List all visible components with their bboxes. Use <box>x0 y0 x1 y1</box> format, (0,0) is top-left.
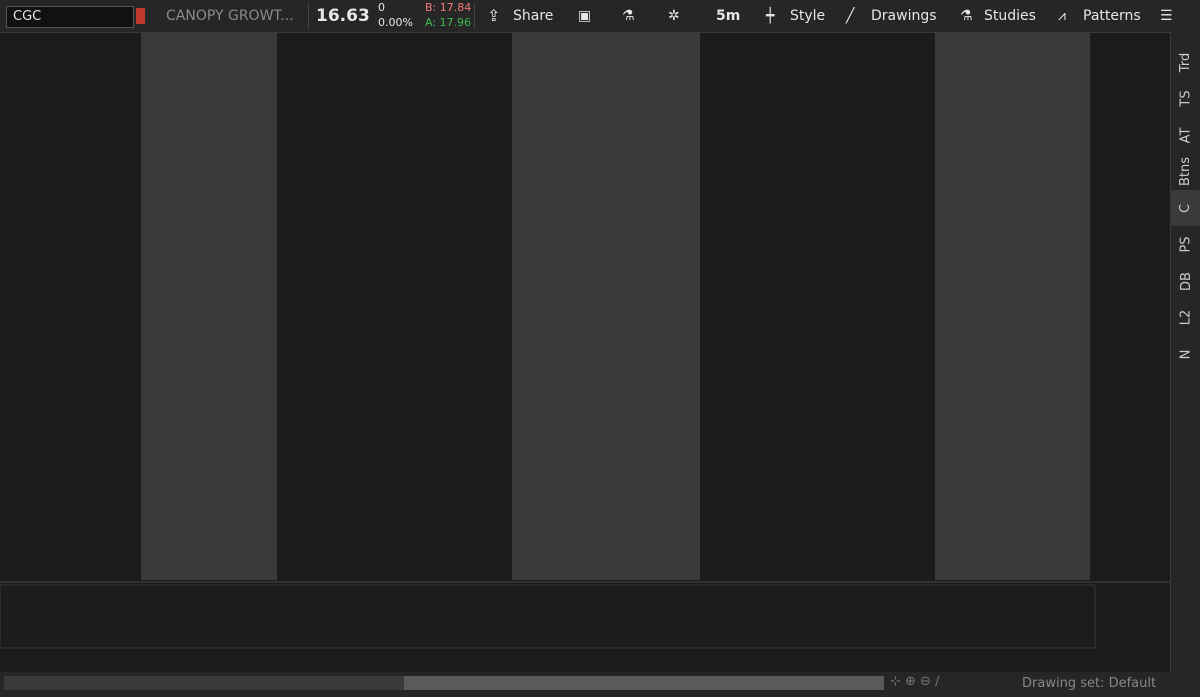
side-tab[interactable]: Btns <box>1171 154 1200 190</box>
side-tab[interactable]: TS <box>1171 81 1200 117</box>
side-tab-label: Btns <box>1178 156 1194 187</box>
drawing-set[interactable]: Drawing set: Default <box>1022 676 1157 691</box>
toolbar: CGC CANOPY GROWT... 16.63 0 0.00% B: 17.… <box>0 0 1200 33</box>
flask-icon[interactable]: ⚗ <box>622 8 635 24</box>
drawings-icon[interactable]: ╱ <box>846 8 855 24</box>
side-tab[interactable]: PS <box>1171 227 1200 263</box>
symbol-box[interactable]: CGC <box>6 6 134 28</box>
side-tab-label: C <box>1178 203 1194 213</box>
last-price: 16.63 <box>316 6 370 26</box>
side-tab-label: DB <box>1178 271 1194 291</box>
alert-icon[interactable]: ▣ <box>578 8 592 24</box>
drawings-button[interactable]: Drawings <box>871 8 937 24</box>
company-name: CANOPY GROWT... <box>166 8 294 24</box>
side-tab[interactable]: Trd <box>1171 44 1200 80</box>
side-tab[interactable]: C <box>1171 190 1200 226</box>
side-tab-label: L2 <box>1178 309 1194 326</box>
studies-icon[interactable]: ⚗ <box>960 8 973 24</box>
bid: B: 17.84 <box>425 1 472 14</box>
side-tab-label: N <box>1178 349 1194 359</box>
change: 0 <box>378 1 385 14</box>
link-icon[interactable] <box>136 8 145 24</box>
separator <box>474 4 475 28</box>
footer: ⊹ ⊕ ⊖ ∕ Drawing set: Default <box>0 672 1200 697</box>
side-tab-label: Trd <box>1178 52 1194 72</box>
side-tab-label: AT <box>1178 127 1194 143</box>
side-tab[interactable]: L2 <box>1171 300 1200 336</box>
session-shade <box>935 32 1090 580</box>
studies-button[interactable]: Studies <box>984 8 1036 24</box>
patterns-icon[interactable]: ⩘ <box>1058 8 1066 24</box>
session-shade <box>512 32 700 580</box>
change-pct: 0.00% <box>378 16 413 29</box>
share-button[interactable]: Share <box>513 8 554 24</box>
style-button[interactable]: Style <box>790 8 826 24</box>
side-tab[interactable]: N <box>1171 336 1200 372</box>
side-tab[interactable]: AT <box>1171 117 1200 153</box>
style-icon[interactable]: ┿ <box>766 8 775 24</box>
interval-button[interactable]: 5m <box>716 8 741 24</box>
settings-icon[interactable]: ✲ <box>668 8 680 24</box>
patterns-button[interactable]: Patterns <box>1083 8 1141 24</box>
side-tab-label: PS <box>1178 236 1194 253</box>
volume-pane <box>0 584 1096 649</box>
zoom-controls[interactable]: ⊹ ⊕ ⊖ ∕ <box>890 674 940 689</box>
side-tab[interactable]: DB <box>1171 263 1200 299</box>
separator <box>308 4 309 28</box>
sidebar: Trd TS AT Btns C PS DB L2 N <box>1170 32 1200 672</box>
scroll-thumb[interactable] <box>404 676 884 690</box>
session-shade <box>141 32 277 580</box>
scrollbar[interactable] <box>4 676 884 690</box>
side-tab-label: TS <box>1178 90 1194 107</box>
share-icon[interactable]: ⇪ <box>487 6 501 25</box>
menu-icon[interactable]: ☰ <box>1160 8 1173 24</box>
ask: A: 17.96 <box>425 16 472 29</box>
